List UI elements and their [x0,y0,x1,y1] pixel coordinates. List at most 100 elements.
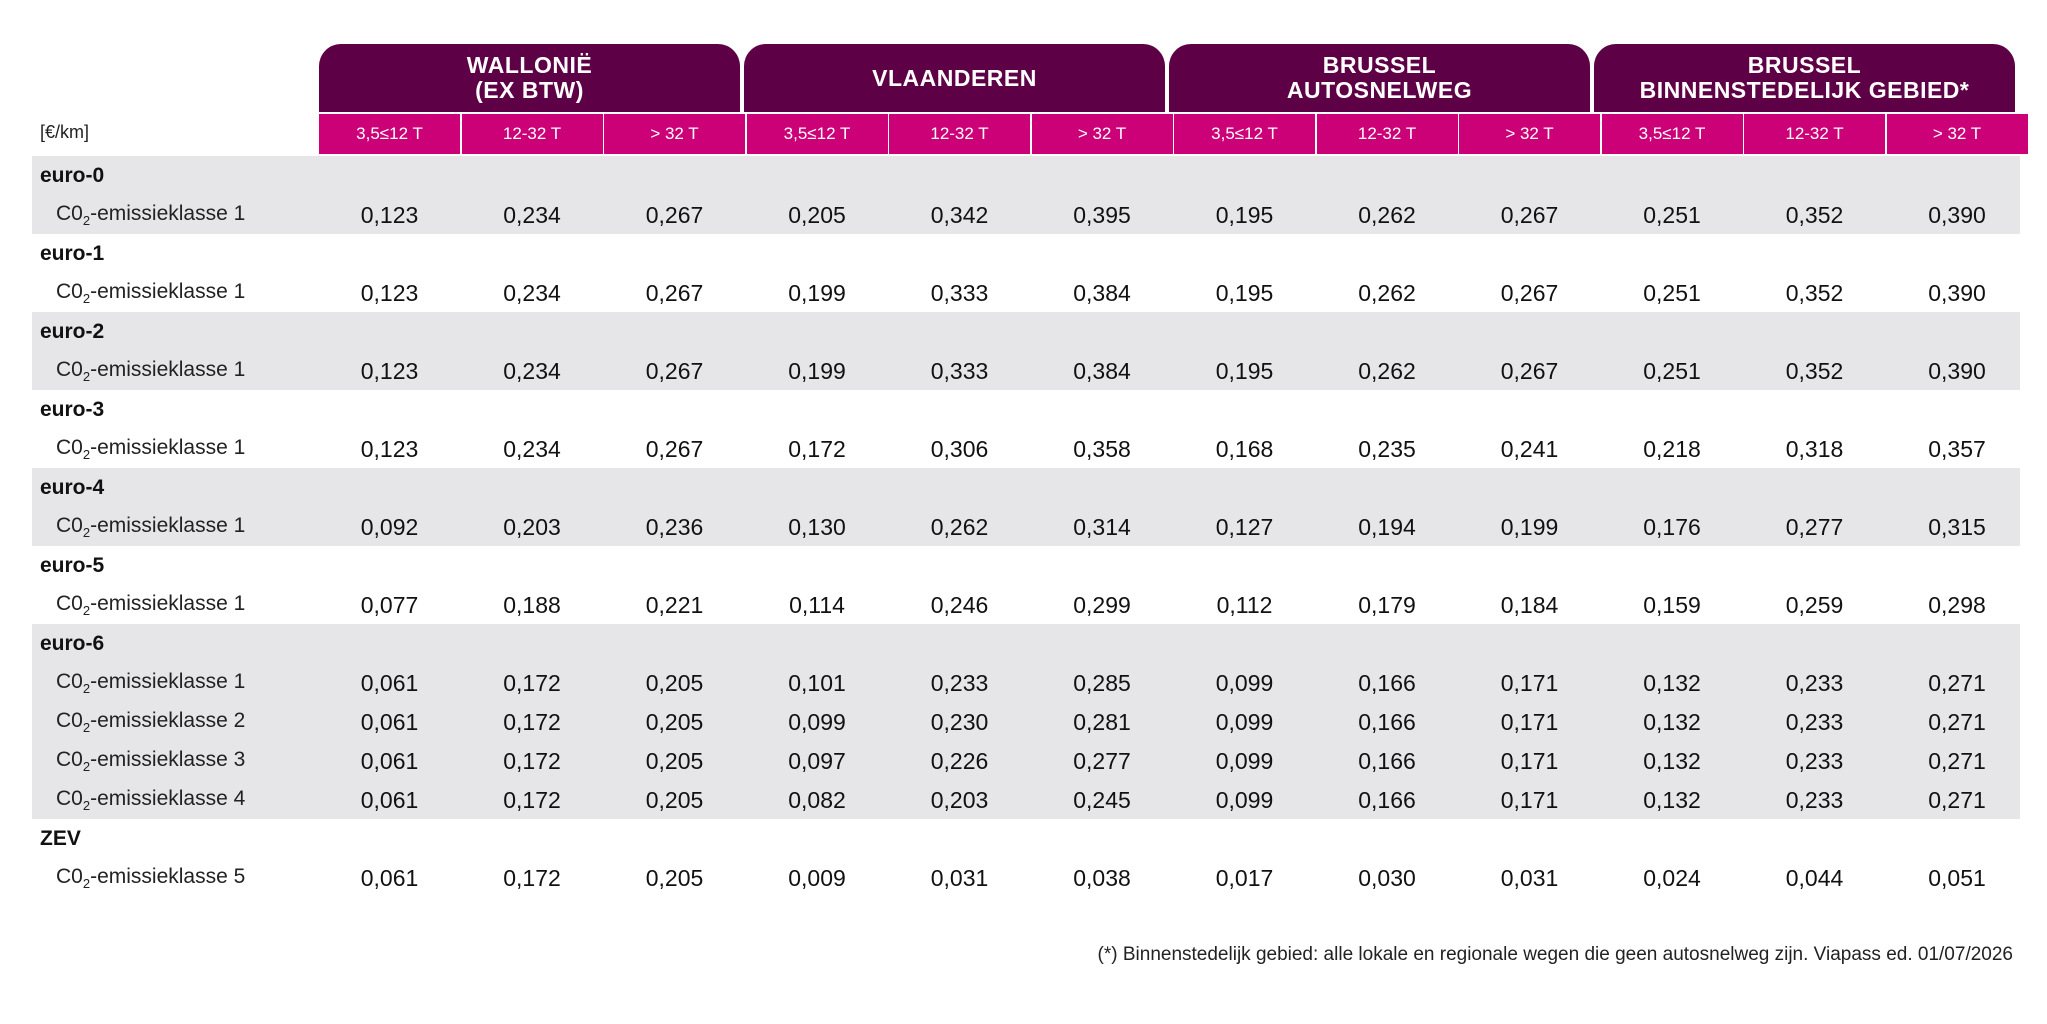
table-cell: 0,171 [1500,787,1559,813]
table-cell: 0,195 [1215,280,1274,306]
region-header-vlaanderen: VLAANDEREN [744,44,1165,112]
table-cell: 0,352 [1785,280,1844,306]
table-cell: 0,233 [1785,709,1844,735]
weight-class-header: 12-32 T [461,114,603,154]
table-cell: 0,038 [1073,865,1131,891]
table-cell: 0,277 [1785,514,1844,540]
table-cell: 0,245 [1073,787,1131,813]
table-cell: 0,099 [788,709,846,735]
table-cell: 0,127 [1215,514,1274,540]
table-cell: 0,205 [645,709,704,735]
table-cell: 0,230 [930,709,989,735]
group-label: euro-1 [40,242,105,265]
table-cell: 0,259 [1785,592,1844,618]
table-cell: 0,172 [503,865,561,891]
table-cell: 0,267 [1500,202,1559,228]
table-cell: 0,195 [1215,202,1274,228]
table-cell: 0,061 [360,787,419,813]
table-cell: 0,199 [788,280,846,306]
table-cell: 0,333 [930,358,989,384]
table-cell: 0,315 [1928,514,1986,540]
table-cell: 0,132 [1643,787,1701,813]
group-label: euro-3 [40,398,105,421]
weight-class-header: 12-32 T [1744,114,1885,154]
table-cell: 0,172 [503,670,561,696]
table-cell: 0,061 [360,670,419,696]
group-label: euro-2 [40,320,105,343]
table-cell: 0,166 [1358,748,1416,774]
weight-class-header: > 32 T [1459,114,1600,154]
row-label: C02-emissieklasse 1 [56,436,246,463]
row-label: C02-emissieklasse 1 [56,592,246,619]
group-label: euro-5 [40,554,105,577]
table-cell: 0,251 [1643,358,1701,384]
table-cell: 0,199 [1500,514,1559,540]
row-label: C02-emissieklasse 5 [56,865,246,892]
table-cell: 0,099 [1215,748,1274,774]
group-label: euro-6 [40,632,105,655]
table-cell: 0,285 [1073,670,1131,696]
table-cell: 0,218 [1643,436,1701,462]
table-cell: 0,390 [1928,358,1986,384]
table-cell: 0,262 [1358,280,1416,306]
table-cell: 0,092 [360,514,419,540]
table-cell: 0,061 [360,865,419,891]
table-cell: 0,123 [360,280,419,306]
table-cell: 0,267 [645,202,704,228]
table-cell: 0,159 [1643,592,1701,618]
table-cell: 0,176 [1643,514,1701,540]
table-cell: 0,234 [503,280,561,306]
table-cell: 0,172 [788,436,846,462]
row-label: C02-emissieklasse 2 [56,709,246,736]
table-cell: 0,342 [930,202,989,228]
region-header-wallonie: WALLONIË (EX BTW) [319,44,740,112]
table-cell: 0,171 [1500,748,1559,774]
table-cell: 0,281 [1073,709,1131,735]
weight-class-header: 12-32 T [1316,114,1458,154]
table-cell: 0,246 [930,592,989,618]
table-cell: 0,009 [788,865,846,891]
table-cell: 0,262 [930,514,989,540]
table-cell: 0,082 [788,787,846,813]
table-cell: 0,168 [1215,436,1274,462]
weight-class-header-row: 3,5≤12 T 12-32 T > 32 T 3,5≤12 T 12-32 T > 32… [32,114,2028,154]
table-cell: 0,205 [645,670,704,696]
table-cell: 0,166 [1358,670,1416,696]
weight-class-header: 3,5≤12 T [746,114,888,154]
table-cell: 0,031 [1500,865,1559,891]
row-band [32,468,2020,546]
table-cell: 0,390 [1928,280,1986,306]
table-cell: 0,171 [1500,670,1559,696]
region-header-brussel-autosnelweg: BRUSSEL AUTOSNELWEG [1169,44,1590,112]
row-label: C02-emissieklasse 1 [56,514,246,541]
table-cell: 0,267 [645,436,704,462]
table-cell: 0,017 [1215,865,1274,891]
table-cell: 0,194 [1358,514,1416,540]
table-cell: 0,233 [1785,787,1844,813]
group-label: euro-4 [40,476,105,499]
table-cell: 0,233 [1785,670,1844,696]
table-cell: 0,262 [1358,202,1416,228]
table-cell: 0,044 [1785,865,1844,891]
table-cell: 0,130 [788,514,846,540]
table-cell: 0,132 [1643,748,1701,774]
table-cell: 0,031 [930,865,989,891]
weight-class-header: 3,5≤12 T [1601,114,1743,154]
row-band [32,312,2020,390]
table-cell: 0,179 [1358,592,1416,618]
table-cell: 0,352 [1785,202,1844,228]
table-cell: 0,205 [788,202,846,228]
table-cell: 0,030 [1358,865,1416,891]
row-band [32,624,2020,819]
table-cell: 0,172 [503,787,561,813]
region-header-brussel-binnenstedelijk: BRUSSEL BINNENSTEDELIJK GEBIED* [1594,44,2015,112]
table-cell: 0,333 [930,280,989,306]
table-cell: 0,221 [645,592,704,618]
table-cell: 0,097 [788,748,846,774]
table-cell: 0,241 [1500,436,1559,462]
table-cell: 0,267 [1500,280,1559,306]
table-cell: 0,166 [1358,709,1416,735]
group-label: ZEV [40,827,81,850]
row-band [32,156,2020,234]
table-cell: 0,203 [503,514,561,540]
